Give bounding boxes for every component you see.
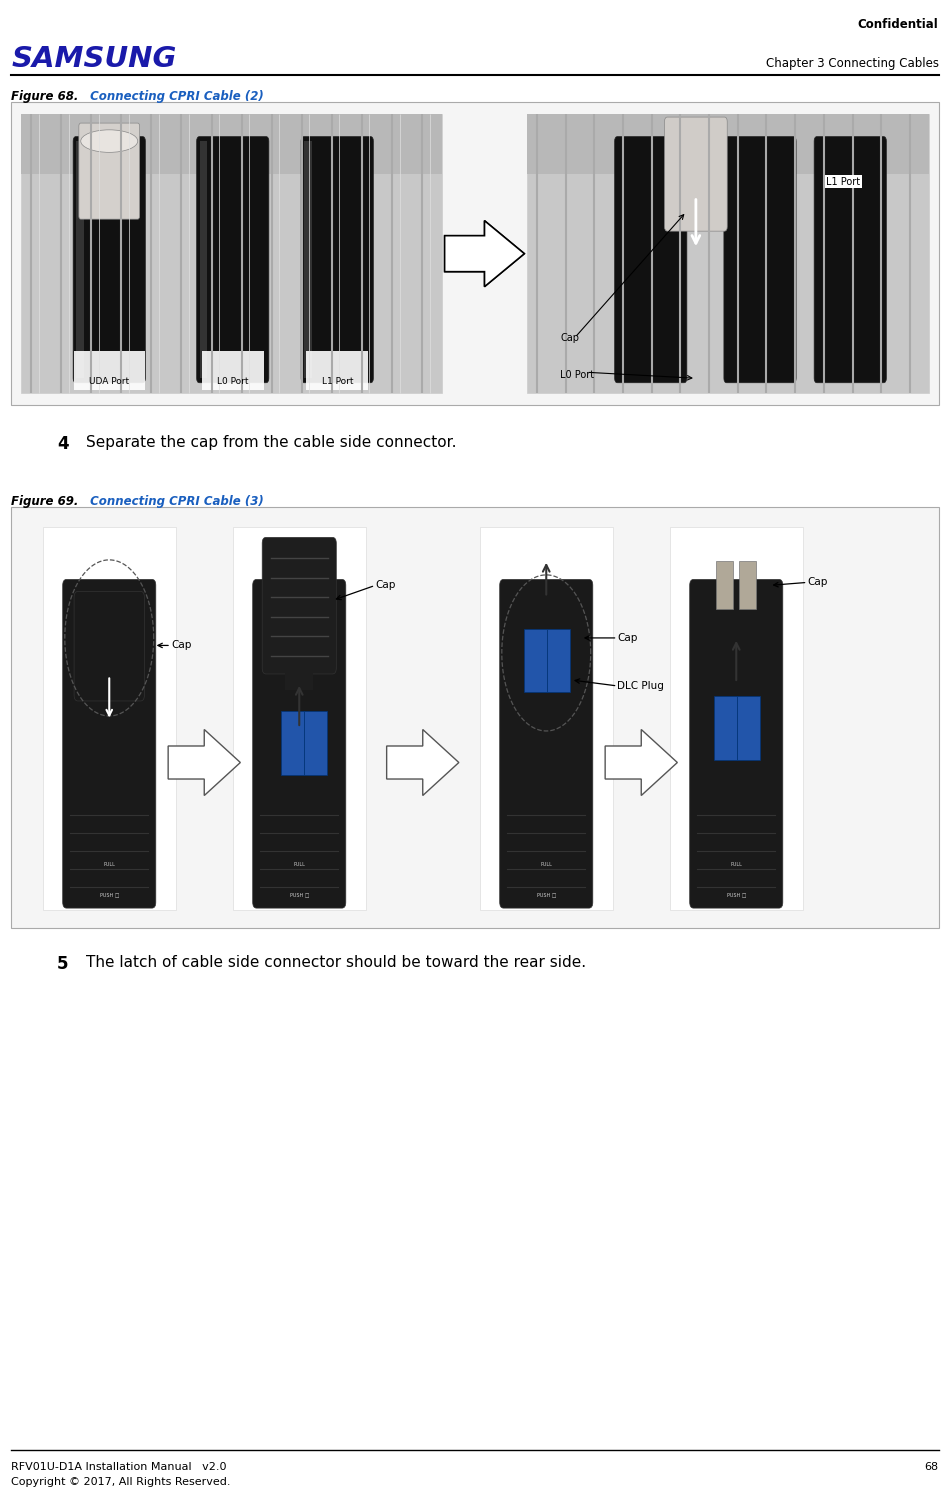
Text: PUSH □: PUSH □ <box>100 892 119 898</box>
FancyBboxPatch shape <box>615 137 687 383</box>
Text: Separate the cap from the cable side connector.: Separate the cap from the cable side con… <box>86 435 456 450</box>
FancyBboxPatch shape <box>304 711 327 775</box>
FancyBboxPatch shape <box>79 123 140 219</box>
Polygon shape <box>445 221 524 287</box>
Text: Cap: Cap <box>375 581 395 590</box>
Text: Confidential: Confidential <box>858 18 939 32</box>
FancyBboxPatch shape <box>527 114 929 393</box>
FancyBboxPatch shape <box>716 561 733 609</box>
FancyBboxPatch shape <box>63 579 156 908</box>
Polygon shape <box>168 729 240 796</box>
FancyBboxPatch shape <box>739 561 756 609</box>
Text: RFV01U-D1A Installation Manual   v2.0: RFV01U-D1A Installation Manual v2.0 <box>11 1462 227 1472</box>
Text: L0 Port: L0 Port <box>217 377 249 386</box>
Text: 5: 5 <box>57 955 68 973</box>
FancyBboxPatch shape <box>11 102 939 405</box>
FancyBboxPatch shape <box>253 579 346 908</box>
Text: Connecting CPRI Cable (3): Connecting CPRI Cable (3) <box>86 495 263 509</box>
Text: PULL: PULL <box>294 862 305 868</box>
Text: Cap: Cap <box>171 641 191 650</box>
FancyBboxPatch shape <box>527 114 929 174</box>
Text: Copyright © 2017, All Rights Reserved.: Copyright © 2017, All Rights Reserved. <box>11 1477 231 1487</box>
FancyBboxPatch shape <box>304 141 312 378</box>
FancyBboxPatch shape <box>73 137 145 383</box>
FancyBboxPatch shape <box>665 117 728 231</box>
FancyBboxPatch shape <box>714 696 737 760</box>
FancyBboxPatch shape <box>21 114 442 174</box>
Text: PUSH □: PUSH □ <box>290 892 309 898</box>
FancyBboxPatch shape <box>724 137 796 383</box>
FancyBboxPatch shape <box>74 351 145 390</box>
Text: PULL: PULL <box>104 862 115 868</box>
Text: L0 Port: L0 Port <box>560 371 595 380</box>
Text: SAMSUNG: SAMSUNG <box>11 45 177 74</box>
Text: UDA Port: UDA Port <box>89 377 129 386</box>
Text: PUSH □: PUSH □ <box>537 892 556 898</box>
Text: L1 Port: L1 Port <box>826 177 861 186</box>
Text: Figure 69.: Figure 69. <box>11 495 79 509</box>
FancyBboxPatch shape <box>197 137 269 383</box>
FancyBboxPatch shape <box>262 537 336 674</box>
Text: Chapter 3 Connecting Cables: Chapter 3 Connecting Cables <box>766 57 939 71</box>
Polygon shape <box>387 729 459 796</box>
Text: 68: 68 <box>924 1462 939 1472</box>
Text: 4: 4 <box>57 435 68 453</box>
FancyBboxPatch shape <box>200 141 207 378</box>
FancyBboxPatch shape <box>76 141 84 378</box>
Text: Figure 68.: Figure 68. <box>11 90 79 104</box>
FancyBboxPatch shape <box>233 527 366 910</box>
FancyBboxPatch shape <box>306 351 369 390</box>
FancyBboxPatch shape <box>74 591 144 701</box>
Text: Cap: Cap <box>618 633 637 642</box>
Ellipse shape <box>81 131 138 152</box>
Polygon shape <box>605 729 677 796</box>
FancyBboxPatch shape <box>43 527 176 910</box>
FancyBboxPatch shape <box>814 137 886 383</box>
FancyBboxPatch shape <box>524 629 547 692</box>
Polygon shape <box>445 221 524 287</box>
FancyBboxPatch shape <box>547 629 570 692</box>
Text: Cap: Cap <box>560 333 580 342</box>
Text: DLC Plug: DLC Plug <box>618 681 664 690</box>
Text: The latch of cable side connector should be toward the rear side.: The latch of cable side connector should… <box>86 955 585 970</box>
FancyBboxPatch shape <box>201 351 263 390</box>
FancyBboxPatch shape <box>11 507 939 928</box>
FancyBboxPatch shape <box>281 711 304 775</box>
FancyBboxPatch shape <box>21 114 442 393</box>
Text: L1 Port: L1 Port <box>321 377 353 386</box>
FancyBboxPatch shape <box>737 696 760 760</box>
Text: Cap: Cap <box>808 578 827 587</box>
FancyBboxPatch shape <box>500 579 593 908</box>
Text: PULL: PULL <box>541 862 552 868</box>
FancyBboxPatch shape <box>285 668 314 690</box>
Text: PUSH □: PUSH □ <box>727 892 746 898</box>
FancyBboxPatch shape <box>480 527 613 910</box>
FancyBboxPatch shape <box>690 579 783 908</box>
FancyBboxPatch shape <box>670 527 803 910</box>
Text: PULL: PULL <box>731 862 742 868</box>
FancyBboxPatch shape <box>301 137 373 383</box>
Text: Connecting CPRI Cable (2): Connecting CPRI Cable (2) <box>86 90 263 104</box>
